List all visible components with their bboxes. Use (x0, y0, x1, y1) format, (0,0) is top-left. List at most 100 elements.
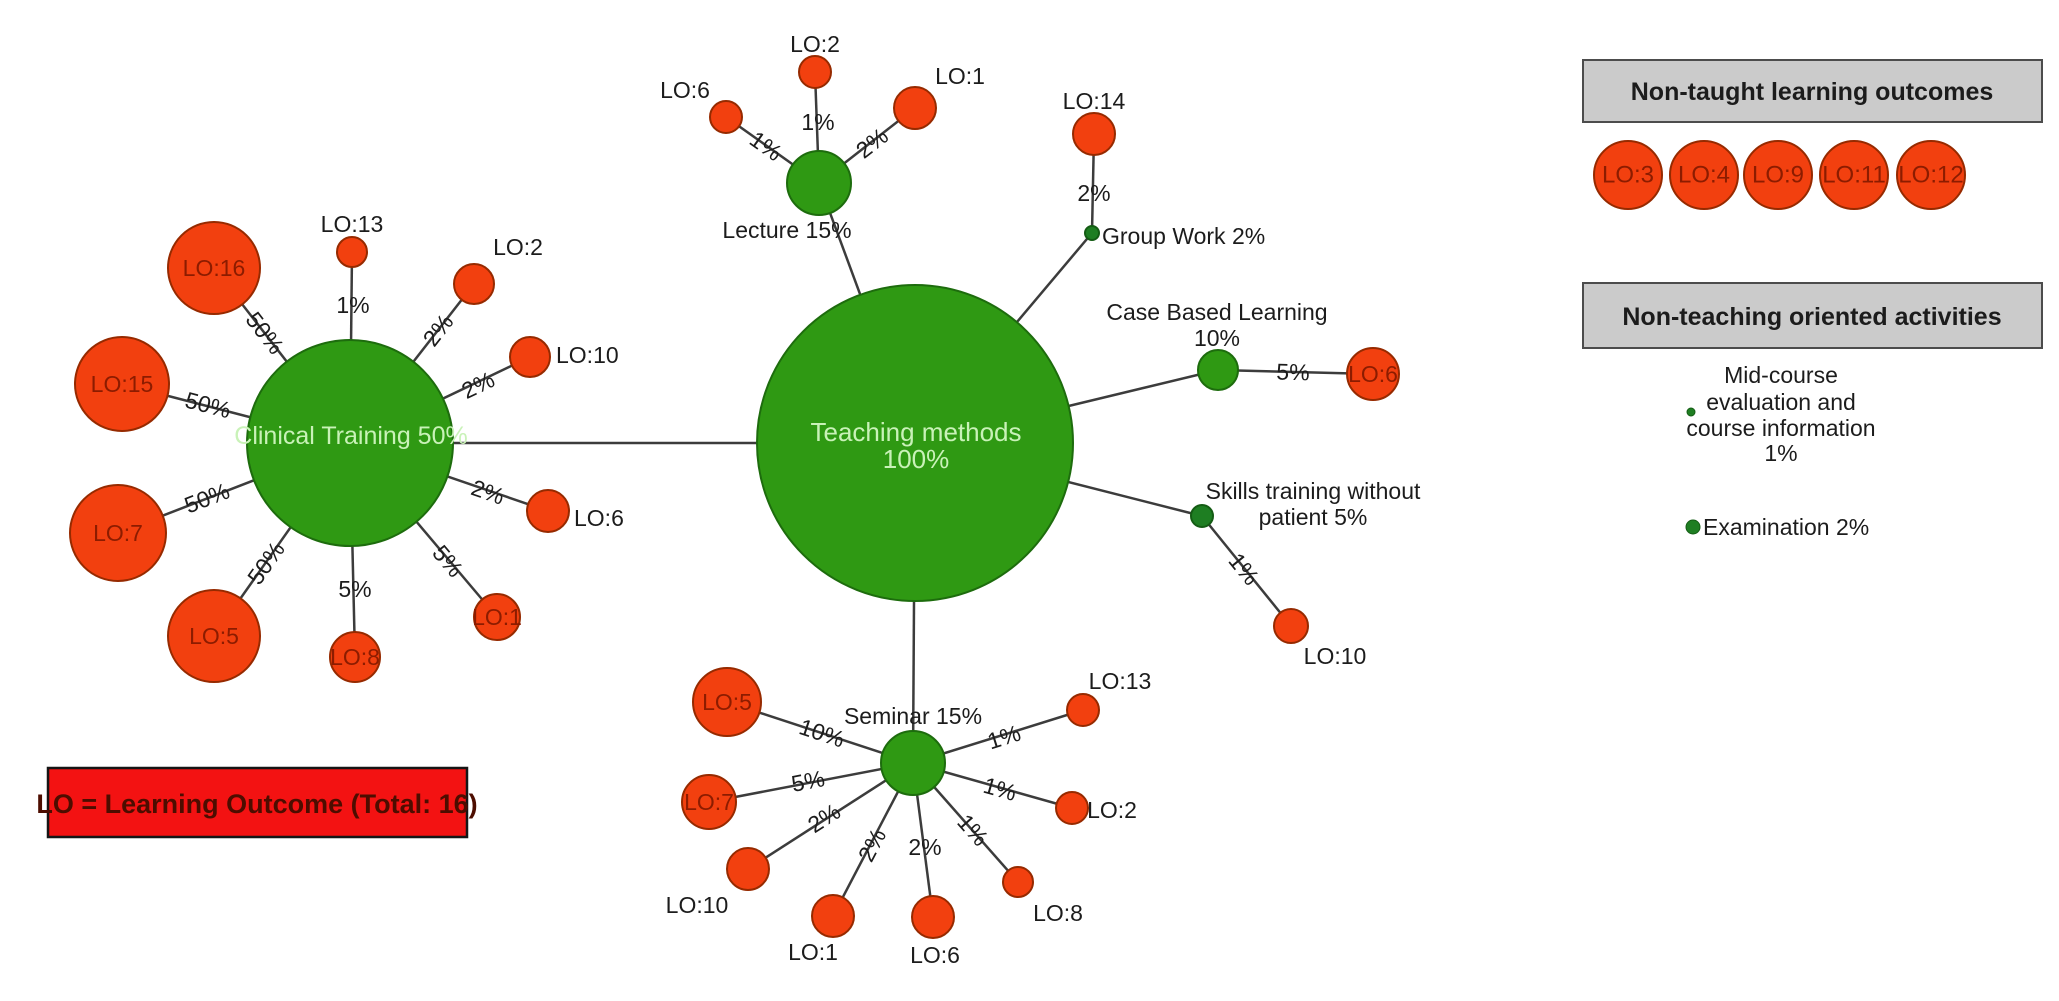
node-groupwork-circle (1084, 225, 1100, 241)
node-se5-label: LO:5 (702, 689, 752, 715)
node-clinical-label: Clinical Training 50% (234, 422, 467, 450)
node-l6-label: LO:6 (660, 77, 710, 103)
edge-skills-s10 (1201, 515, 1292, 627)
node-teaching-label: Teaching methods (810, 417, 1021, 447)
node-c16-label: LO:16 (183, 255, 246, 281)
node-se8-label: LO:8 (1033, 900, 1083, 926)
legend-circle-lo3 (1593, 140, 1663, 210)
node-c8-label: LO:8 (330, 644, 380, 670)
node-se2-label: LO:2 (1087, 797, 1137, 823)
midcourse-label: 1% (1764, 440, 1797, 466)
legend-circle-lo9 (1743, 140, 1813, 210)
legend-circle-label: LO:3 (1602, 162, 1654, 189)
node-skills-label: patient 5% (1259, 504, 1368, 530)
node-l6-circle (709, 100, 743, 134)
edge-cbl-cb6-label: 5% (1276, 359, 1310, 386)
node-cbl-label: 10% (1194, 325, 1240, 351)
node-c15-label: LO:15 (91, 371, 154, 397)
node-skills-label: Skills training without (1206, 478, 1421, 504)
midcourse-label: course information (1686, 415, 1875, 441)
edge-seminar-se13-label: 1% (984, 720, 1023, 755)
node-c2-circle (453, 263, 495, 305)
node-lecture-label: Lecture 15% (722, 217, 851, 243)
legend-outcomes-box (1582, 59, 2043, 123)
node-c15-circle (74, 336, 170, 432)
edge-seminar-se10-label: 2% (803, 798, 845, 838)
edge-clinical-c15-label: 50% (182, 387, 233, 424)
node-c7-label: LO:7 (93, 520, 143, 546)
node-c13-label: LO:13 (321, 211, 384, 237)
legend-circle-label: LO:9 (1752, 162, 1804, 189)
node-cbl-label: Case Based Learning (1106, 299, 1327, 325)
edge-lecture-l6-label: 1% (745, 126, 787, 166)
node-teaching-label: 100% (883, 444, 950, 474)
node-se8-circle (1002, 866, 1034, 898)
node-g14-label: LO:14 (1063, 88, 1126, 114)
edge-clinical-c2-label: 2% (418, 309, 459, 351)
edge-groupwork-g14-label: 2% (1077, 180, 1110, 206)
node-clinical-circle (246, 339, 454, 547)
edge-clinical-c16-label: 50% (241, 307, 290, 359)
legend-activities-box (1582, 282, 2043, 349)
node-c1-circle (473, 593, 521, 641)
legend-circle-label: LO:4 (1678, 162, 1730, 189)
legend-circle-lo11 (1819, 140, 1889, 210)
node-groupwork-label: Group Work 2% (1102, 223, 1265, 249)
midcourse-label: Mid-course (1724, 362, 1838, 388)
examination-dot (1685, 519, 1701, 535)
edge-seminar-se2-label: 1% (980, 772, 1019, 806)
edge-clinical-c10-label: 2% (457, 366, 498, 404)
note-box (46, 766, 469, 839)
node-se7-label: LO:7 (684, 789, 734, 815)
legend-circle-label: LO:11 (1822, 162, 1886, 189)
node-teaching-circle (756, 284, 1074, 602)
node-c6-circle (526, 489, 570, 533)
node-seminar-circle (880, 730, 946, 796)
node-se7-circle (681, 774, 737, 830)
midcourse-label: evaluation and (1706, 389, 1856, 415)
legend-circle-label: LO:12 (1898, 162, 1963, 189)
midcourse-dot (1686, 407, 1696, 417)
node-c6-label: LO:6 (574, 505, 624, 531)
node-l2-label: LO:2 (790, 31, 840, 57)
node-l1-circle (893, 86, 937, 130)
node-c7-circle (69, 484, 167, 582)
node-skills-circle (1190, 504, 1214, 528)
node-c5-label: LO:5 (189, 623, 239, 649)
node-se1-circle (811, 894, 855, 938)
node-se13-circle (1066, 693, 1100, 727)
legend-outcomes-title: Non-taught learning outcomes (1631, 78, 1994, 106)
node-c2-label: LO:2 (493, 234, 543, 260)
edge-seminar-se1-label: 2% (853, 824, 891, 866)
node-g14-circle (1072, 112, 1116, 156)
legend-circle-lo12 (1896, 140, 1966, 210)
edge-clinical-c13-label: 1% (336, 292, 369, 318)
node-c16-circle (167, 221, 261, 315)
node-c10-label: LO:10 (556, 342, 619, 368)
node-cb6-label: LO:6 (1348, 361, 1398, 387)
node-c5-circle (167, 589, 261, 683)
node-se5-circle (692, 667, 762, 737)
node-cb6-circle (1346, 347, 1400, 401)
node-se13-label: LO:13 (1089, 668, 1152, 694)
legend-activities-title: Non-teaching oriented activities (1622, 303, 2001, 331)
edge-clinical-c5-label: 50% (242, 537, 290, 590)
node-se10-label: LO:10 (666, 892, 729, 918)
edge-seminar-se6-label: 2% (908, 834, 941, 860)
legend-circle-lo4 (1669, 140, 1739, 210)
node-c8-circle (329, 631, 381, 683)
edge-seminar-se5-label: 10% (796, 713, 848, 752)
edge-lecture-l2-label: 1% (801, 109, 834, 135)
note-text: LO = Learning Outcome (Total: 16) (36, 789, 477, 819)
edge-seminar-se7 (708, 761, 914, 804)
node-cbl-circle (1197, 349, 1239, 391)
node-se6-circle (911, 895, 955, 939)
edge-clinical-c8-label: 5% (338, 576, 371, 602)
node-s10-circle (1273, 608, 1309, 644)
edge-seminar-se7-label: 5% (789, 765, 827, 797)
node-c13-circle (336, 236, 368, 268)
node-c1-label: LO:1 (472, 604, 522, 630)
node-s10-label: LO:10 (1304, 643, 1367, 669)
